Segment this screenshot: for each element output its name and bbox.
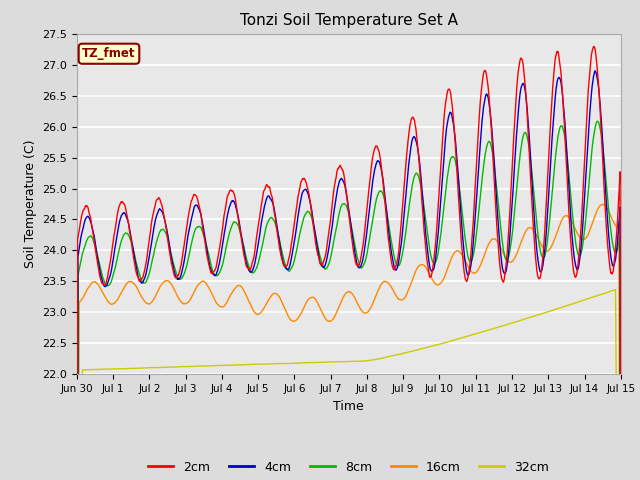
Title: Tonzi Soil Temperature Set A: Tonzi Soil Temperature Set A — [240, 13, 458, 28]
Y-axis label: Soil Temperature (C): Soil Temperature (C) — [24, 140, 36, 268]
Legend: 2cm, 4cm, 8cm, 16cm, 32cm: 2cm, 4cm, 8cm, 16cm, 32cm — [143, 456, 554, 479]
Text: TZ_fmet: TZ_fmet — [82, 47, 136, 60]
X-axis label: Time: Time — [333, 400, 364, 413]
